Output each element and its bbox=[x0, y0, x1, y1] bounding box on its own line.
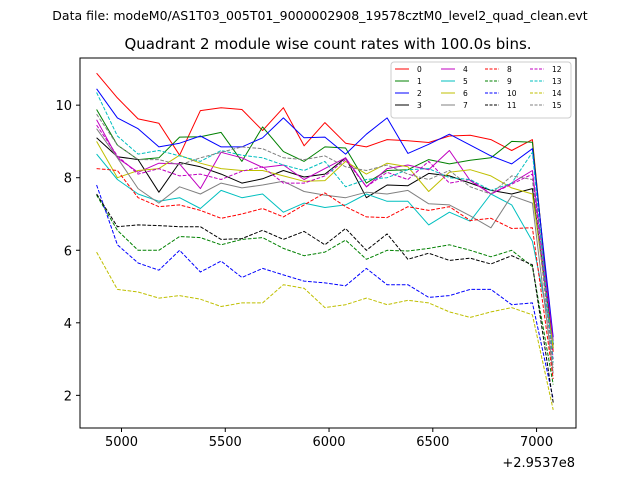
legend-label-8: 8 bbox=[507, 65, 512, 74]
legend-label-9: 9 bbox=[507, 77, 512, 86]
axes-frame bbox=[79, 57, 577, 429]
legend-label-6: 6 bbox=[463, 89, 468, 98]
x-offset-label: +2.9537e8 bbox=[502, 456, 575, 471]
series-line-9 bbox=[96, 194, 554, 385]
legend-label-15: 15 bbox=[552, 101, 562, 110]
series-line-10 bbox=[96, 184, 554, 400]
x-tick-label: 6500 bbox=[416, 435, 449, 450]
y-tick-label: 10 bbox=[55, 99, 72, 114]
legend-label-0: 0 bbox=[417, 65, 422, 74]
legend-label-5: 5 bbox=[463, 77, 468, 86]
legend-label-13: 13 bbox=[552, 77, 562, 86]
series-line-15 bbox=[96, 113, 554, 369]
axis-ticks: 5000 5500 6000 6500 7000 2 4 6 8 10 bbox=[55, 99, 553, 450]
y-tick-label: 4 bbox=[64, 317, 72, 332]
x-tick-label: 5500 bbox=[209, 435, 242, 450]
axes-background bbox=[80, 58, 576, 428]
legend-label-4: 4 bbox=[463, 65, 468, 74]
series-line-12 bbox=[96, 124, 554, 360]
chart-title: Quadrant 2 module wise count rates with … bbox=[124, 35, 531, 53]
series-line-6 bbox=[96, 141, 554, 349]
series-line-8 bbox=[96, 168, 554, 380]
y-tick-label: 2 bbox=[64, 389, 72, 404]
legend-label-7: 7 bbox=[463, 101, 468, 110]
series-line-2 bbox=[96, 88, 554, 338]
legend-label-2: 2 bbox=[417, 89, 422, 98]
legend-label-12: 12 bbox=[552, 65, 562, 74]
x-tick-label: 7000 bbox=[520, 435, 553, 450]
series-group bbox=[96, 72, 554, 411]
legend-label-14: 14 bbox=[552, 89, 562, 98]
x-tick-label: 5000 bbox=[105, 435, 138, 450]
legend-label-10: 10 bbox=[507, 89, 517, 98]
y-tick-label: 8 bbox=[64, 172, 72, 187]
series-line-13 bbox=[96, 92, 554, 363]
x-tick-label: 6000 bbox=[312, 435, 345, 450]
series-line-5 bbox=[96, 153, 554, 343]
y-tick-label: 6 bbox=[64, 244, 72, 259]
legend-label-1: 1 bbox=[417, 77, 422, 86]
series-line-14 bbox=[96, 251, 554, 411]
legend-label-11: 11 bbox=[507, 101, 517, 110]
figure-suptitle: Data file: modeM0/AS1T03_005T01_90000029… bbox=[52, 8, 587, 23]
series-line-11 bbox=[96, 193, 554, 403]
legend-frame bbox=[390, 61, 572, 119]
legend-label-3: 3 bbox=[417, 101, 422, 110]
